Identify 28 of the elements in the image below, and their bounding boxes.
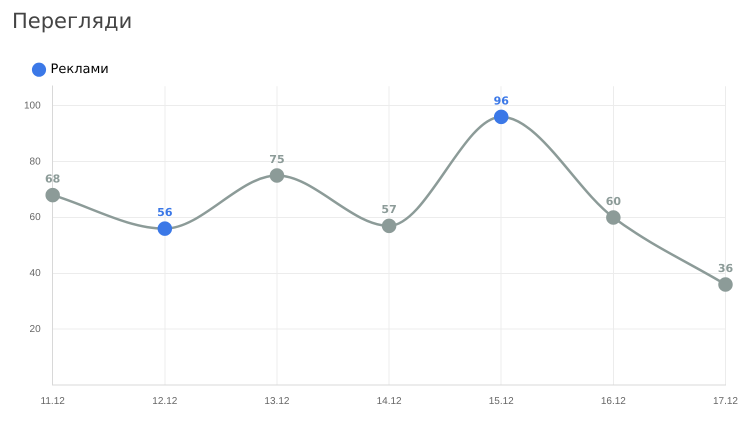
x-tick-label: 12.12 [152, 396, 178, 407]
point [270, 168, 284, 183]
y-tick-label: 80 [30, 156, 42, 168]
point [606, 210, 621, 225]
y-tick-label: 60 [30, 212, 42, 224]
y-tick-label: 20 [30, 324, 42, 335]
x-tick-label: 16.12 [600, 396, 626, 407]
data-label: 60 [606, 194, 622, 208]
x-tick-label: 13.12 [264, 396, 290, 407]
point [45, 188, 60, 202]
data-label: 68 [45, 172, 60, 186]
point [158, 221, 172, 236]
chart-title: Перегляди [12, 9, 132, 34]
y-tick-label: 100 [24, 100, 42, 112]
x-tick-label: 11.12 [40, 396, 66, 407]
point [718, 277, 733, 292]
data-label: 57 [381, 203, 397, 216]
data-label: 96 [494, 94, 510, 108]
x-tick-label: 14.12 [376, 396, 402, 407]
x-tick-label: 17.12 [712, 396, 738, 407]
point [494, 110, 508, 124]
data-label: 56 [157, 206, 173, 219]
data-label: 36 [718, 262, 734, 275]
point [382, 218, 396, 234]
x-tick-label: 15.12 [488, 396, 514, 407]
data-label: 75 [269, 152, 285, 166]
legend-label: Реклами [50, 62, 109, 78]
y-tick-label: 40 [30, 268, 42, 280]
